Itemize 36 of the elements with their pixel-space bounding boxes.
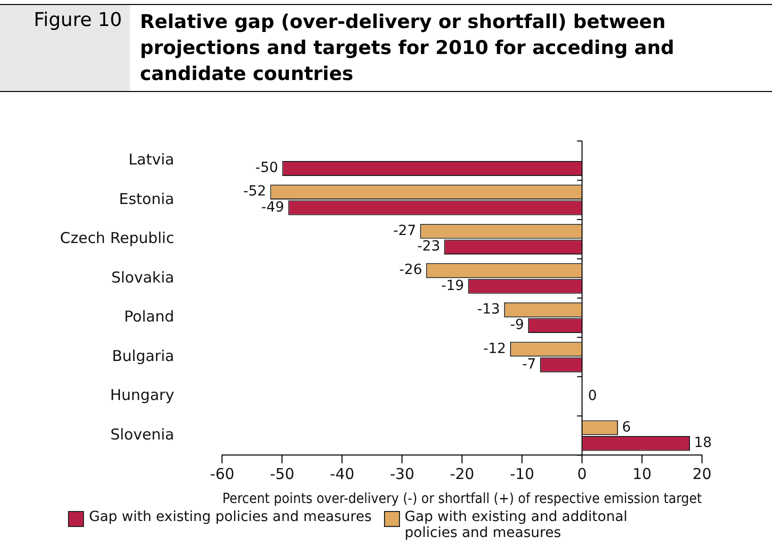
y-tick-label: Bulgaria <box>112 346 174 365</box>
data-label: -13 <box>477 302 500 318</box>
x-tick-label: -10 <box>510 465 534 484</box>
y-tick-label: Slovenia <box>110 425 174 444</box>
x-tick-label: 0 <box>577 465 587 484</box>
data-label: -49 <box>261 199 284 216</box>
x-tick-label: -60 <box>210 465 234 484</box>
y-tick-label: Poland <box>124 308 174 326</box>
x-tick-label: 20 <box>692 465 712 484</box>
y-tick-label: Latvia <box>128 150 174 169</box>
data-label: -23 <box>417 238 440 255</box>
x-tick-label: -40 <box>330 465 354 484</box>
data-label: -7 <box>522 356 536 373</box>
data-label: -9 <box>510 317 524 334</box>
y-tick-label: Czech Republic <box>60 229 174 248</box>
legend-label: Gap with existing policies and measures <box>89 509 372 525</box>
data-label: -50 <box>255 160 278 176</box>
x-tick-label: -50 <box>270 465 294 484</box>
data-label: 6 <box>622 419 632 436</box>
caption: Figure 10 <box>0 5 130 91</box>
data-label: 18 <box>694 435 712 452</box>
x-tick-label: -20 <box>450 465 474 484</box>
x-tick-label: 10 <box>632 465 652 484</box>
y-tick-label: Estonia <box>118 190 174 208</box>
data-label: -19 <box>441 278 464 294</box>
y-tick-label: Hungary <box>110 386 174 404</box>
y-tick-label: Slovakia <box>111 268 174 286</box>
x-tick-label: -30 <box>390 465 414 484</box>
data-label: -12 <box>483 340 506 357</box>
data-label: -52 <box>243 184 266 200</box>
data-label: -27 <box>393 222 416 239</box>
x-axis-title: Percent points over-delivery (-) or shortfall (+) of respective emission target <box>222 492 702 508</box>
data-label: 0 <box>588 388 597 404</box>
chart-title: Relative gap (over-delivery or shortfall) between projections and targets for 2010 for acceding and candidate countries <box>139 10 676 87</box>
legend-label: Gap with existing and additonal policies and measures <box>404 509 628 541</box>
data-label: -26 <box>399 262 422 278</box>
